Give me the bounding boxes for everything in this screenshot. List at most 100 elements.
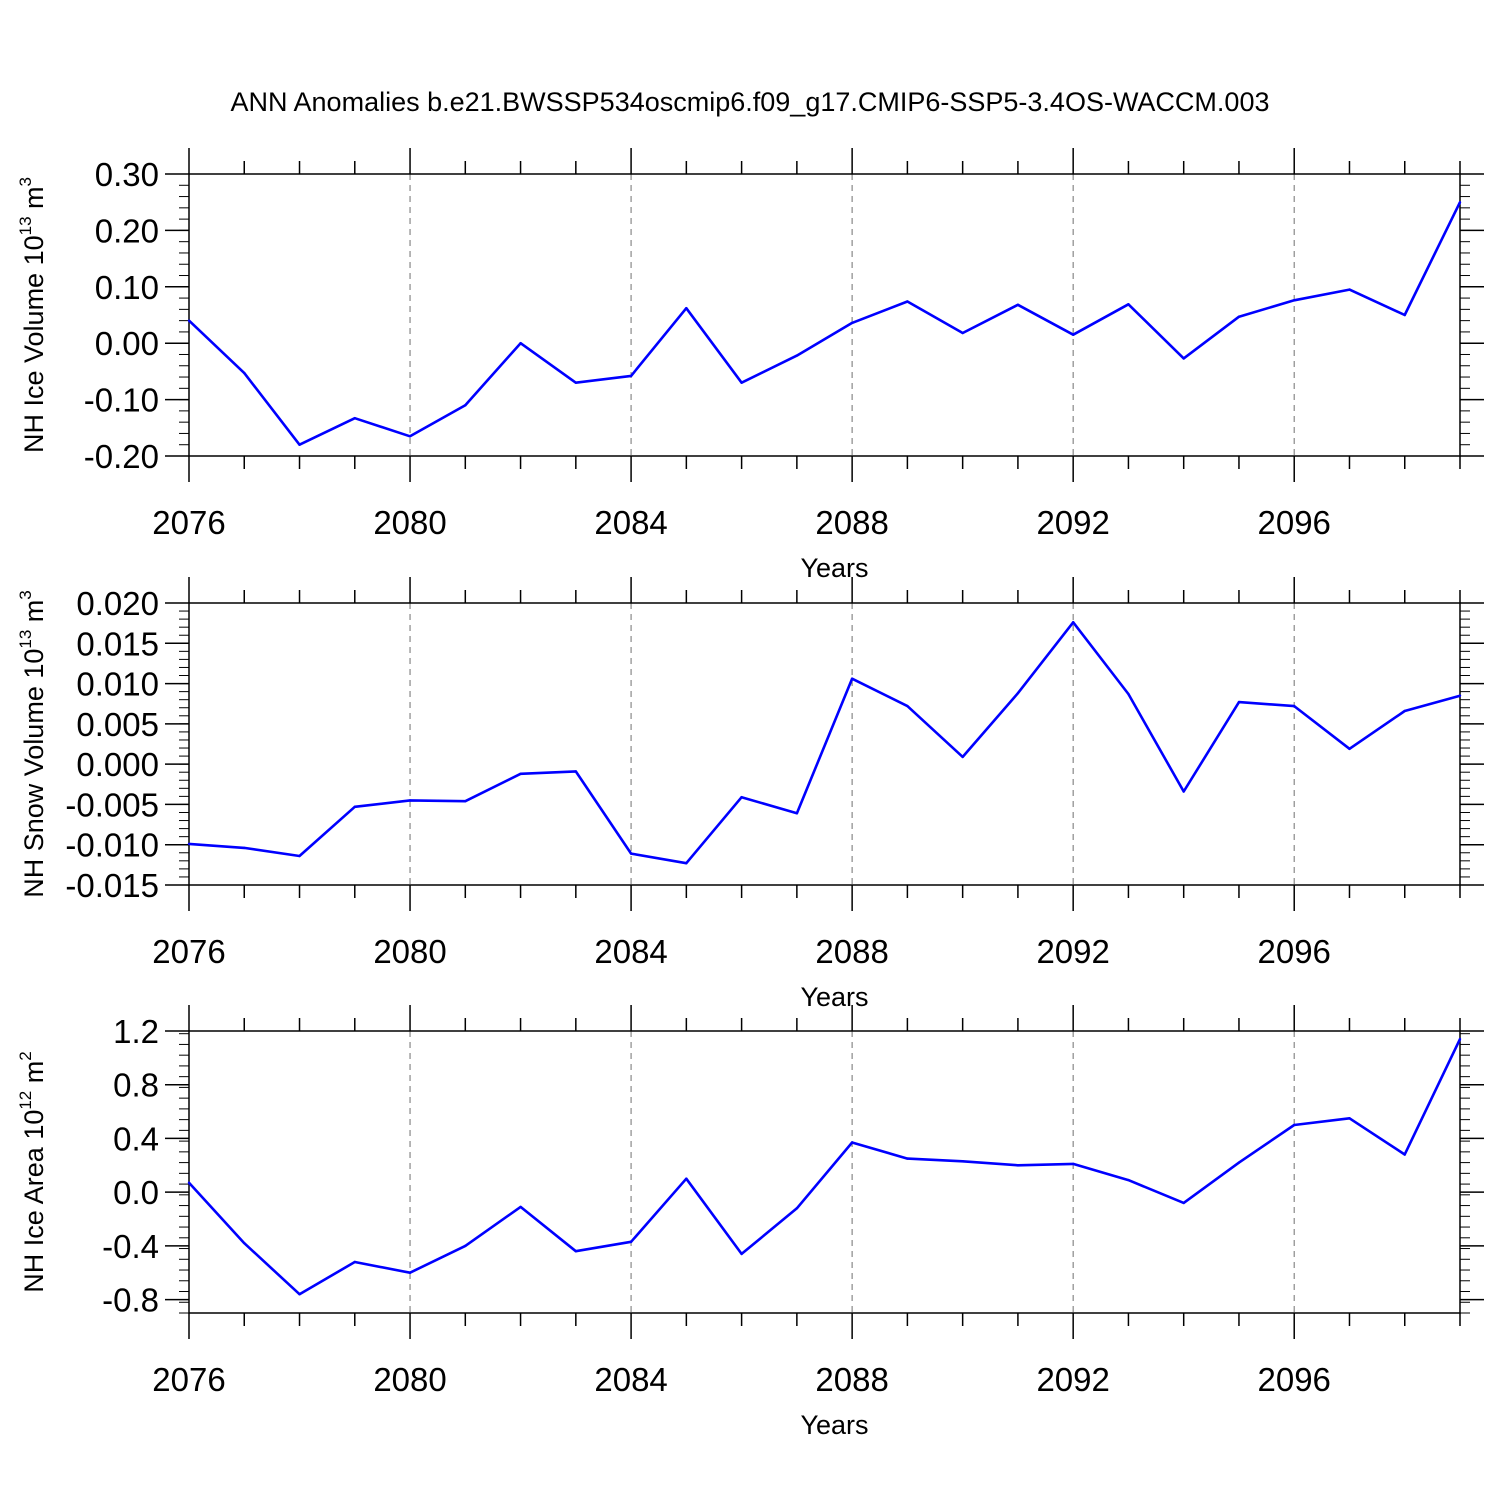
data-point <box>353 805 356 809</box>
data-point <box>353 417 356 420</box>
x-axis-title: Years <box>800 553 868 583</box>
data-point <box>187 319 191 322</box>
panel-nh-ice-area: -0.8 -0.4 0.0 0.4 0.8 1.2 2076 2080 2084 2088 2092… <box>16 1005 1484 1440</box>
y-axis-title: NH Snow Volume 1013 m3 <box>16 590 49 898</box>
data-point <box>298 1293 301 1296</box>
data-point <box>795 1207 799 1210</box>
data-point <box>1071 333 1075 336</box>
x-tick-label: 2080 <box>373 933 446 970</box>
y-axis-title-unit: m <box>19 186 49 216</box>
data-point <box>740 381 743 384</box>
data-point <box>1458 201 1462 204</box>
plot-frame <box>188 173 1461 457</box>
data-point <box>629 852 633 855</box>
y-axis-title-exponent: 13 <box>16 630 35 649</box>
data-point <box>298 443 301 446</box>
data-point <box>906 1157 909 1160</box>
x-tick-label: 2084 <box>594 1361 667 1398</box>
x-axis-title: Years <box>800 1410 868 1440</box>
data-point <box>961 1160 964 1163</box>
data-point <box>1182 357 1185 360</box>
y-tick-label: 0.005 <box>76 706 159 743</box>
x-axis-title: Years <box>800 982 868 1012</box>
y-tick-label: 0.30 <box>95 156 159 193</box>
data-point <box>1016 1164 1020 1167</box>
data-point <box>1127 1178 1130 1182</box>
y-tick-label: 0.010 <box>76 666 159 703</box>
y-tick-label: -0.20 <box>84 438 159 475</box>
x-tick-label: 2092 <box>1036 504 1109 541</box>
y-tick-label: 0.015 <box>76 625 159 662</box>
data-point <box>353 1260 356 1264</box>
y-tick-label: -0.015 <box>65 867 159 904</box>
data-point <box>1237 315 1241 318</box>
data-point <box>519 772 522 776</box>
data-point <box>1237 700 1241 704</box>
data-point <box>187 1181 191 1184</box>
data-point <box>685 307 688 310</box>
y-axis-title-unit: m <box>19 600 49 630</box>
data-point <box>1127 692 1130 696</box>
x-tick-label: 2080 <box>373 1361 446 1398</box>
x-tick-label: 2096 <box>1258 504 1331 541</box>
data-point <box>243 1241 246 1245</box>
plot-frame <box>188 1030 1461 1314</box>
data-point <box>464 404 467 407</box>
x-tick-label: 2076 <box>152 933 225 970</box>
data-point <box>795 812 799 815</box>
y-axis-title-main: NH Snow Volume 10 <box>19 649 49 898</box>
y-tick-label: 0.000 <box>76 746 159 783</box>
data-point <box>1237 1161 1241 1164</box>
y-tick-label: 0.00 <box>95 325 159 362</box>
y-axis-title-exponent: 12 <box>16 1091 35 1110</box>
data-point <box>1016 692 1020 695</box>
y-axis-title-unit-exponent: 2 <box>16 1051 35 1060</box>
data-point <box>740 1252 743 1256</box>
x-tick-label: 2088 <box>815 1361 888 1398</box>
x-tick-label: 2076 <box>152 504 225 541</box>
y-tick-label: -0.005 <box>65 786 159 823</box>
y-tick-label: -0.010 <box>65 827 159 864</box>
y-tick-label: 1.2 <box>113 1013 159 1050</box>
data-point <box>685 1177 688 1180</box>
data-point <box>574 1250 578 1253</box>
data-point <box>1458 694 1462 697</box>
data-point <box>574 770 578 773</box>
data-point <box>629 374 633 378</box>
series-line <box>188 201 1462 447</box>
panel-nh-ice-volume: -0.20 -0.10 0.00 0.10 0.20 0.30 2076 2080 2084 20… <box>16 148 1484 583</box>
y-axis-title-unit-exponent: 3 <box>16 590 35 599</box>
y-tick-label: 0.020 <box>76 585 159 622</box>
x-tick-label: 2076 <box>152 1361 225 1398</box>
data-point <box>1016 303 1020 307</box>
data-point <box>906 704 909 708</box>
x-tick-label: 2096 <box>1258 1361 1331 1398</box>
y-tick-label: 0.0 <box>113 1174 159 1211</box>
data-point <box>850 321 854 325</box>
data-point <box>519 1205 522 1209</box>
data-point <box>1127 303 1130 306</box>
data-point <box>629 1240 633 1244</box>
data-point <box>408 1271 412 1274</box>
y-tick-label: -0.10 <box>84 382 159 419</box>
series-line <box>188 620 1461 865</box>
y-axis-title-exponent: 13 <box>16 216 35 235</box>
y-tick-label: 0.4 <box>113 1120 159 1157</box>
x-tick-label: 2092 <box>1036 933 1109 970</box>
series-line <box>188 1038 1462 1296</box>
data-point <box>408 799 412 802</box>
y-tick-label: -0.4 <box>102 1228 159 1265</box>
data-point <box>1293 299 1296 302</box>
data-point <box>243 846 246 850</box>
y-tick-label: 0.10 <box>95 269 159 306</box>
data-point <box>795 354 799 357</box>
data-point <box>243 371 246 375</box>
data-point <box>408 435 412 438</box>
data-point <box>1182 790 1185 793</box>
data-point <box>850 1141 854 1144</box>
x-tick-label: 2088 <box>815 504 888 541</box>
data-point <box>574 381 578 384</box>
data-point <box>1403 1153 1406 1156</box>
y-axis-title-unit: m <box>19 1061 49 1091</box>
